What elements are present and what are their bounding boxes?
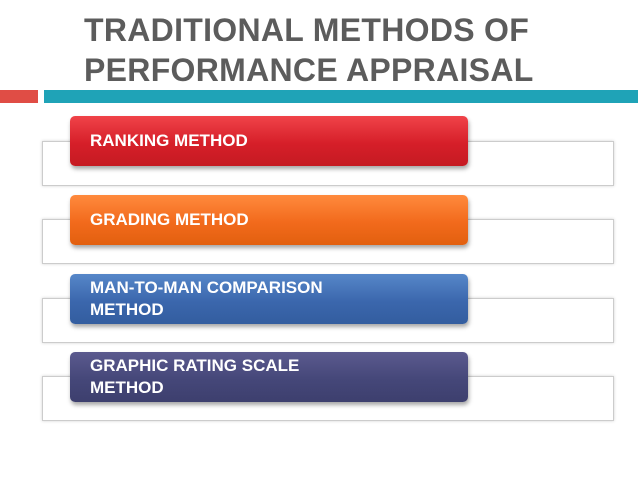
- method-man-to-man-comparison: MAN-TO-MAN COMPARISON METHOD: [70, 274, 468, 324]
- method-ranking-label: RANKING METHOD: [90, 131, 248, 150]
- method-graphic-rating-label-line-1: GRAPHIC RATING SCALE: [90, 356, 300, 375]
- slide-title-line-1: TRADITIONAL METHODS OF: [84, 12, 530, 48]
- slide-title-line-2: PERFORMANCE APPRAISAL: [84, 52, 534, 88]
- method-grading: GRADING METHOD: [70, 195, 468, 245]
- method-man-to-man-label-line-1: MAN-TO-MAN COMPARISON: [90, 278, 323, 297]
- slide-title: TRADITIONAL METHODS OF PERFORMANCE APPRA…: [84, 10, 624, 90]
- method-graphic-rating-label-line-2: METHOD: [90, 378, 164, 397]
- method-man-to-man-label-line-2: METHOD: [90, 300, 164, 319]
- method-grading-label: GRADING METHOD: [90, 210, 249, 229]
- method-graphic-rating-scale: GRAPHIC RATING SCALE METHOD: [70, 352, 468, 402]
- accent-bar-red: [0, 90, 38, 103]
- method-ranking: RANKING METHOD: [70, 116, 468, 166]
- accent-bar-teal: [44, 90, 638, 103]
